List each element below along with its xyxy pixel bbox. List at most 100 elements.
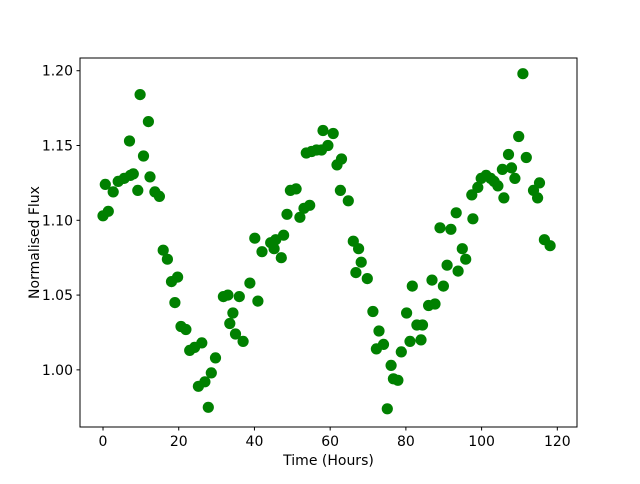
data-point xyxy=(496,163,508,175)
data-point xyxy=(224,317,236,330)
data-point xyxy=(350,267,362,279)
data-point xyxy=(373,325,385,337)
x-axis-tick-labels: 0 20 40 60 80 100 120 xyxy=(99,434,571,450)
data-point xyxy=(544,240,556,252)
data-point xyxy=(452,265,464,277)
data-point xyxy=(278,229,290,241)
y-tick-label: 1.20 xyxy=(42,64,73,80)
data-point xyxy=(472,181,484,193)
data-point xyxy=(367,305,379,318)
data-point xyxy=(275,252,287,264)
data-point xyxy=(466,189,478,201)
data-point xyxy=(233,291,245,303)
data-point xyxy=(317,124,329,137)
data-point xyxy=(172,271,184,283)
data-point xyxy=(445,223,457,235)
data-point xyxy=(456,243,468,255)
data-points xyxy=(97,68,556,415)
data-point xyxy=(532,192,544,204)
data-point xyxy=(209,352,222,364)
x-tick-label: 60 xyxy=(321,434,339,450)
data-point xyxy=(406,280,418,292)
data-point xyxy=(102,205,114,217)
data-point xyxy=(196,337,208,349)
data-point xyxy=(513,130,525,143)
y-tick-label: 1.00 xyxy=(42,363,73,379)
data-point xyxy=(237,335,249,347)
data-point xyxy=(467,213,479,225)
data-point xyxy=(385,359,397,371)
data-point xyxy=(355,256,367,268)
data-point xyxy=(123,135,136,147)
data-point xyxy=(142,116,154,128)
data-point xyxy=(520,151,532,164)
data-point xyxy=(294,211,306,223)
data-point xyxy=(404,335,416,347)
data-point xyxy=(509,172,521,184)
data-point xyxy=(169,297,181,309)
data-point xyxy=(517,68,529,80)
x-axis-ticks xyxy=(102,427,558,431)
data-point xyxy=(290,183,302,195)
y-axis-tick-labels: 1.00 1.05 1.10 1.15 1.20 xyxy=(42,64,73,379)
data-point xyxy=(441,259,453,271)
data-point xyxy=(335,153,348,165)
data-point xyxy=(180,323,192,336)
data-point xyxy=(227,307,239,319)
data-point xyxy=(342,195,354,207)
data-point xyxy=(153,190,165,202)
x-tick-label: 40 xyxy=(246,434,264,450)
y-axis-label: Normalised Flux xyxy=(27,186,43,299)
data-point xyxy=(134,89,146,101)
data-point xyxy=(498,192,510,204)
data-point xyxy=(281,208,293,220)
x-tick-label: 80 xyxy=(397,434,415,450)
data-point xyxy=(334,184,346,196)
data-point xyxy=(256,246,268,258)
data-point xyxy=(132,184,144,196)
data-point xyxy=(144,171,156,183)
data-point xyxy=(304,199,316,211)
x-tick-label: 100 xyxy=(468,434,495,450)
data-point xyxy=(505,162,518,174)
data-point xyxy=(161,253,173,265)
data-point xyxy=(437,280,449,292)
data-point xyxy=(137,150,150,162)
data-point xyxy=(395,346,407,358)
data-point xyxy=(426,274,438,286)
data-point xyxy=(249,232,261,244)
data-point xyxy=(99,178,111,190)
data-point xyxy=(222,289,234,301)
data-point xyxy=(327,127,339,140)
y-axis-ticks xyxy=(76,70,80,371)
data-point xyxy=(415,334,427,346)
data-point xyxy=(322,139,334,152)
x-axis-label: Time (Hours) xyxy=(282,453,374,469)
data-point xyxy=(205,367,217,379)
y-tick-label: 1.05 xyxy=(42,288,73,304)
data-point xyxy=(429,298,441,310)
data-point xyxy=(199,376,211,388)
data-point xyxy=(392,374,404,386)
data-point xyxy=(492,180,504,192)
data-point xyxy=(533,177,546,189)
data-point xyxy=(450,207,462,219)
data-point xyxy=(381,403,393,415)
data-point xyxy=(268,243,280,255)
data-point xyxy=(127,168,139,180)
data-point xyxy=(377,338,390,350)
data-point xyxy=(202,401,214,413)
data-point xyxy=(460,253,472,265)
x-tick-label: 20 xyxy=(170,434,188,450)
data-point xyxy=(244,277,256,289)
data-point xyxy=(157,244,169,256)
data-point xyxy=(416,319,429,331)
data-point xyxy=(229,328,242,340)
data-point xyxy=(252,295,264,307)
data-point xyxy=(353,243,365,255)
data-point xyxy=(361,273,373,285)
data-point xyxy=(107,186,119,198)
x-tick-label: 0 xyxy=(99,434,108,450)
